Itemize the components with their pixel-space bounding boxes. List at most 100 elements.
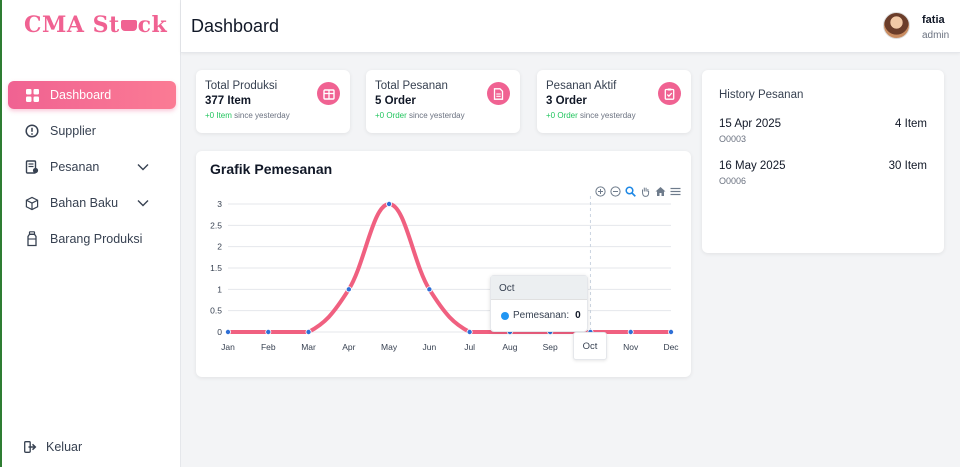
x-tick-label: Jun [423, 342, 437, 352]
y-tick-label: 0 [217, 327, 222, 337]
chart-tooltip: Oct Pemesanan: 0 [490, 275, 588, 332]
app-logo[interactable]: CMA St ck [24, 12, 168, 38]
logout-button[interactable]: Keluar [24, 440, 82, 454]
x-tick-label: Jan [221, 342, 235, 352]
tooltip-body: Pemesanan: 0 [491, 300, 587, 321]
x-tick-label: Apr [342, 342, 355, 352]
sidebar-nav: Dashboard Supplier Pesanan Bahan Baku [8, 81, 176, 261]
stat-delta: +0 Item since yesterday [205, 111, 290, 120]
stat-card-total-pesanan: Total Pesanan 5 Order +0 Order since yes… [366, 70, 520, 133]
x-axis-tooltip: Oct [573, 332, 607, 360]
receipt-icon [25, 160, 39, 174]
history-qty: 4 Item [895, 118, 927, 130]
history-title: History Pesanan [719, 89, 804, 101]
sidebar: CMA St ck Dashboard Supplier Pesanan [0, 0, 181, 467]
avatar[interactable] [883, 12, 910, 39]
chart-title: Grafik Pemesanan [210, 161, 333, 177]
zoom-out-icon[interactable] [609, 185, 621, 197]
bottle-icon [25, 231, 39, 247]
chevron-down-icon[interactable] [136, 160, 150, 177]
logout-label: Keluar [46, 440, 83, 454]
sidebar-item-label: Barang Produksi [50, 232, 143, 246]
chart-toolbar [594, 185, 681, 197]
top-header: Dashboard fatia admin [181, 0, 960, 53]
x-tick-label: Aug [502, 342, 517, 352]
y-tick-label: 1.5 [210, 263, 222, 273]
sidebar-item-barang-produksi[interactable]: Barang Produksi [8, 225, 176, 253]
y-tick-label: 2.5 [210, 220, 222, 230]
sidebar-item-pesanan[interactable]: Pesanan [8, 153, 176, 181]
box-icon [25, 196, 39, 210]
pan-hand-icon[interactable] [639, 185, 651, 197]
box-icon [317, 82, 340, 105]
data-point-feb[interactable] [265, 328, 272, 335]
sidebar-item-supplier[interactable]: Supplier [8, 117, 176, 145]
x-tick-label: Jul [464, 342, 475, 352]
x-tick-label: Feb [261, 342, 276, 352]
history-date: 15 Apr 2025 [719, 118, 782, 130]
grid-icon [25, 88, 39, 102]
clipboard-check-icon [658, 82, 681, 105]
data-point-dec[interactable] [667, 328, 674, 335]
tooltip-header: Oct [491, 276, 587, 300]
grafik-pemesanan-card: Grafik Pemesanan 0 0.5 1 1.5 2 2.5 3 Jan Feb Mar… [196, 151, 691, 377]
series-dot-icon [501, 311, 509, 320]
stat-delta: +0 Order since yesterday [546, 111, 636, 120]
stat-label: Total Produksi [205, 80, 278, 92]
stat-card-total-produksi: Total Produksi 377 Item +0 Item since ye… [196, 70, 350, 133]
alert-circle-icon [25, 124, 39, 138]
data-point-jun[interactable] [426, 286, 433, 293]
y-tick-label: 0.5 [210, 306, 222, 316]
menu-icon[interactable] [669, 185, 681, 197]
sidebar-item-label: Supplier [50, 124, 96, 138]
data-point-may[interactable] [386, 201, 393, 208]
zoom-in-icon[interactable] [594, 185, 606, 197]
tooltip-series-label: Pemesanan: [513, 310, 570, 321]
history-qty: 30 Item [888, 160, 927, 172]
history-date: 16 May 2025 [719, 160, 786, 172]
data-point-apr[interactable] [345, 286, 352, 293]
y-axis-ticks: 0 0.5 1 1.5 2 2.5 3 [210, 199, 222, 337]
x-axis-ticks: Jan Feb Mar Apr May Jun Jul Aug Sep Nov Dec [221, 342, 679, 352]
x-tick-label: Sep [543, 342, 558, 352]
user-name: fatia [922, 14, 945, 26]
page-title: Dashboard [191, 16, 280, 36]
y-tick-label: 3 [217, 199, 222, 209]
home-icon[interactable] [654, 185, 666, 197]
data-point-nov[interactable] [627, 328, 634, 335]
data-point-mar[interactable] [305, 328, 312, 335]
chart-grid [228, 203, 671, 333]
sidebar-item-bahan-baku[interactable]: Bahan Baku [8, 189, 176, 217]
history-pesanan-card: History Pesanan 15 Apr 2025 O0003 4 Item… [702, 70, 944, 253]
stat-delta: +0 Order since yesterday [375, 111, 465, 120]
stat-label: Total Pesanan [375, 80, 448, 92]
tooltip-value: 0 [575, 310, 581, 321]
sidebar-item-label: Dashboard [50, 88, 112, 102]
sidebar-item-label: Bahan Baku [50, 196, 119, 210]
stat-value: 3 Order [546, 95, 587, 107]
line-chart[interactable]: 0 0.5 1 1.5 2 2.5 3 Jan Feb Mar Apr May Jun Jul Aug Se… [196, 151, 691, 377]
history-code: O0006 [719, 176, 747, 186]
document-icon [487, 82, 510, 105]
y-tick-label: 1 [217, 284, 222, 294]
data-point-jul[interactable] [466, 328, 473, 335]
x-tick-label: May [381, 342, 398, 352]
logout-icon [24, 441, 37, 453]
magnifier-icon[interactable] [624, 185, 636, 197]
stat-value: 377 Item [205, 95, 252, 107]
stat-value: 5 Order [375, 95, 416, 107]
history-row[interactable]: 15 Apr 2025 O0003 4 Item [719, 118, 927, 160]
user-role: admin [922, 30, 950, 41]
x-tick-label: Nov [623, 342, 639, 352]
cart-icon [120, 20, 137, 31]
history-row[interactable]: 16 May 2025 O0006 30 Item [719, 160, 927, 202]
chevron-down-icon[interactable] [136, 196, 150, 213]
y-tick-label: 2 [217, 242, 222, 252]
sidebar-item-label: Pesanan [50, 160, 100, 174]
data-point-jan[interactable] [224, 328, 231, 335]
history-code: O0003 [719, 134, 747, 144]
sidebar-item-dashboard[interactable]: Dashboard [8, 81, 176, 109]
x-tick-label: Dec [663, 342, 679, 352]
stat-label: Pesanan Aktif [546, 80, 617, 92]
stat-card-pesanan-aktif: Pesanan Aktif 3 Order +0 Order since yes… [537, 70, 691, 133]
